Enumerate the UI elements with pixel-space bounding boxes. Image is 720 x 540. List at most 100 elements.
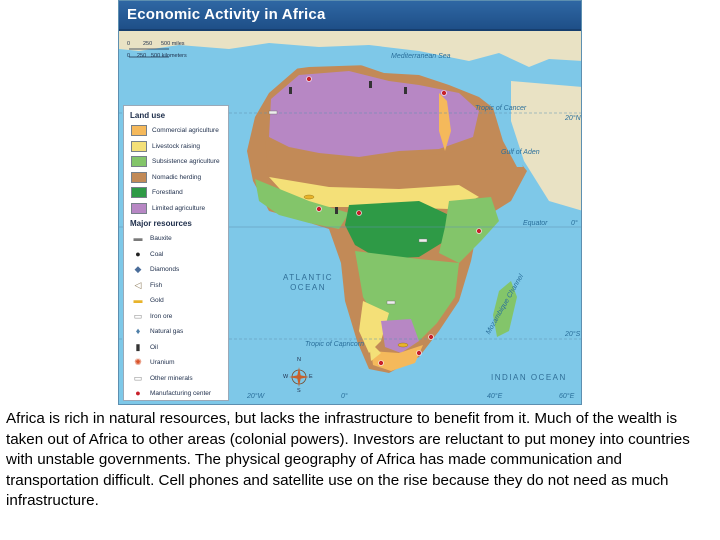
legend-label: Natural gas [150,328,184,336]
legend-label: Diamonds [150,266,180,274]
east-africa-subsistence [439,197,499,263]
legend-label: Livestock raising [152,142,201,150]
legend-label: Subsistence agriculture [152,158,220,166]
manufacturing-center [378,360,384,366]
legend-resource-item: ▬ Gold [128,293,224,309]
gold-marker [397,342,409,348]
legend-resource-item: ▭ Other minerals [128,371,224,387]
gold-resources [303,194,409,348]
compass-s: S [297,388,301,394]
atlantic-line-1: ATLANTIC [283,273,334,282]
legend-land-use-item: Forestland [128,185,224,201]
equator-label: Equator [523,220,548,227]
compass-e: E [309,374,313,380]
mediterranean-label: Mediterranean Sea [391,53,451,60]
land-use-list: Commercial agriculture Livestock raising S… [128,123,224,216]
mineral-marker [386,300,396,305]
central-forest [345,201,449,259]
legend-swatch [131,125,147,137]
oil-marker [369,81,372,88]
legend-label: Other minerals [150,374,193,382]
map-title-bar: Economic Activity in Africa [119,1,581,31]
diamond-icon: ◆ [134,264,142,275]
legend-land-use-item: Commercial agriculture [128,123,224,139]
legend-label: Nomadic herding [152,173,202,181]
lat-20n-label: 20°N [565,115,581,122]
compass-rose: N S E W [283,357,313,395]
scale-bar-graphic [129,48,169,58]
sahara-limited-agriculture [269,71,479,157]
fish-icon: ◁ [134,279,142,290]
tropic-capricorn-label: Tropic of Capricorn [305,341,365,348]
lat-20s-label: 20°S [565,331,581,338]
resource-list: ▬ Bauxite ● Coal ◆ Diamonds ◁ Fish ▬ Gold ▭ Iron or… [128,231,224,402]
indian-ocean-label: INDIAN OCEAN [491,373,567,382]
legend-land-use-item: Livestock raising [128,139,224,155]
oil-icon: ▮ [135,341,141,352]
other-minerals-icon: ▭ [133,372,143,383]
madagascar [493,281,517,337]
legend-resource-item: ✺ Uranium [128,355,224,371]
legend-label: Coal [150,250,164,258]
manufacturing-center [476,228,482,234]
legend-resource-item: ♦ Natural gas [128,324,224,340]
africa-map-graphic [119,29,581,373]
manufacturing-center [441,90,447,96]
manufacturing-center [428,334,434,340]
other-mineral-resources [268,110,428,305]
iron-ore-icon: ▭ [133,310,143,321]
nile-commercial [439,93,451,151]
mineral-marker [268,110,278,115]
mediterranean-water [269,53,509,81]
mineral-marker [418,238,428,243]
oil-resources [289,81,407,214]
red-sea-water [491,101,523,167]
scale-miles-500: 500 miles [161,41,185,47]
legend-label: Limited agriculture [152,204,206,212]
legend-swatch [131,171,147,183]
compass-icon [289,367,309,387]
compass-n: N [297,357,301,363]
land-use-heading: Land use [130,111,166,120]
manufacturing-center [316,206,322,212]
tropic-cancer-label: Tropic of Cancer [475,105,527,112]
lat-0-label: 0° [571,220,578,227]
legend-label: Oil [150,343,158,351]
gold-icon: ▬ [133,295,143,306]
legend-label: Forestland [152,189,183,197]
legend-label: Bauxite [150,235,172,243]
legend-label: Uranium [150,359,175,367]
atlantic-line-2: OCEAN [290,283,327,292]
legend-land-use-item: Nomadic herding [128,170,224,186]
legend-label: Iron ore [150,312,173,320]
lon-0-label: 0° [341,393,348,400]
gulf-aden-label: Gulf of Aden [501,149,540,156]
legend-label: Gold [150,297,164,305]
legend-label: Manufacturing center [150,390,212,398]
legend-label: Commercial agriculture [152,127,219,135]
legend-resource-item: ● Coal [128,247,224,263]
west-africa-subsistence [255,179,349,229]
legend-resource-item: ▬ Bauxite [128,231,224,247]
scale-bar: 0 250 500 miles 0 250 500 kilometers [127,39,227,69]
legend-swatch [131,140,147,152]
uranium-icon: ✺ [134,357,142,368]
scale-km-250: 250 [137,53,147,59]
sahel-nomadic-herding [265,141,507,185]
legend-resource-item: ▭ Iron ore [128,309,224,325]
manufacturing-centers [306,76,482,366]
bauxite-icon: ▬ [133,233,143,244]
scale-km-500: 500 kilometers [151,53,187,59]
manufacturing-center [416,350,422,356]
europe-landmass [119,29,581,67]
compass-w: W [283,374,289,380]
legend-label: Fish [150,281,163,289]
oil-marker [335,207,338,214]
natural-gas-icon: ♦ [135,326,141,337]
map-legend: Land use Commercial agriculture Livestock… [123,105,229,401]
lon-60e-label: 60°E [559,393,575,400]
gold-marker [303,194,315,200]
legend-resource-item: ● Manufacturing center [128,386,224,402]
legend-land-use-item: Subsistence agriculture [128,154,224,170]
legend-swatch [131,156,147,168]
